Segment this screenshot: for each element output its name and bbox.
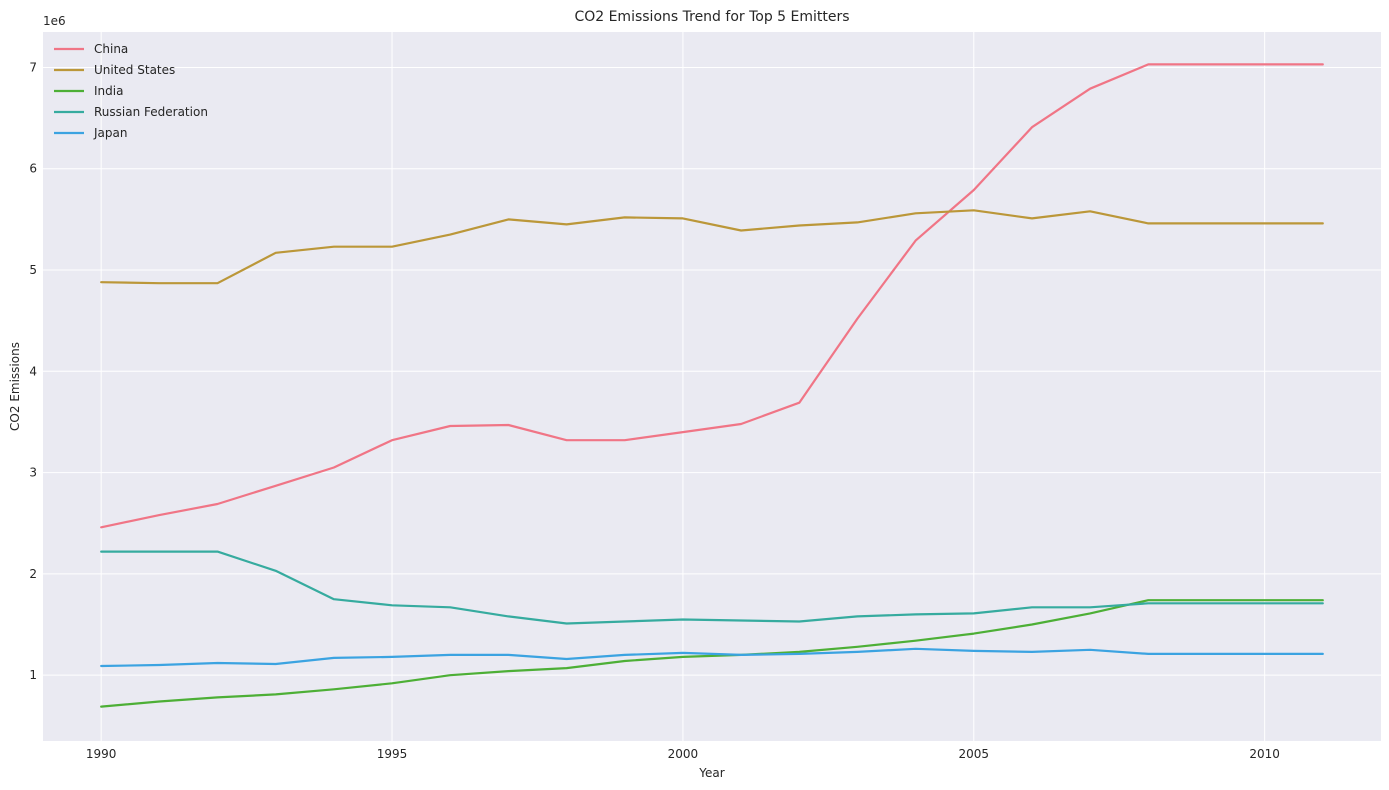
y-tick-label: 7 (29, 60, 37, 74)
series-line-china (100, 63, 1324, 529)
legend-item: China (54, 42, 128, 56)
series-line-japan (100, 647, 1324, 668)
legend-item: India (54, 84, 123, 98)
x-tick-label: 2000 (668, 747, 699, 761)
ticks: 1990 1995 2000 2005 2010 1 2 3 4 5 6 7 (29, 60, 1280, 761)
chart-title: CO2 Emissions Trend for Top 5 Emitters (574, 9, 849, 25)
x-axis-label: Year (698, 766, 724, 780)
legend: China United States India Russian Federatio… (54, 42, 208, 140)
series-group (100, 63, 1324, 708)
y-tick-label: 3 (29, 466, 37, 480)
x-tick-label: 1990 (86, 747, 117, 761)
series-line-united-states (100, 209, 1324, 285)
y-tick-label: 4 (29, 364, 37, 378)
series-line-india (100, 599, 1324, 708)
plot-area (43, 32, 1381, 741)
legend-label: China (94, 42, 128, 56)
legend-label: India (94, 84, 123, 98)
legend-label: Japan (93, 126, 127, 140)
x-tick-label: 1995 (377, 747, 408, 761)
legend-item: Russian Federation (54, 105, 208, 119)
legend-item: Japan (54, 126, 127, 140)
y-tick-label: 5 (29, 263, 37, 277)
y-tick-label: 2 (29, 567, 37, 581)
grid (43, 32, 1381, 741)
y-axis-offset-label: 1e6 (43, 14, 66, 28)
legend-label: Russian Federation (94, 105, 208, 119)
x-tick-label: 2010 (1249, 747, 1280, 761)
legend-item: United States (54, 63, 175, 77)
y-axis-label: CO2 Emissions (8, 342, 22, 431)
series-line-russian-federation (100, 550, 1324, 625)
y-tick-label: 6 (29, 162, 37, 176)
y-tick-label: 1 (29, 668, 37, 682)
legend-label: United States (94, 63, 175, 77)
x-tick-label: 2005 (959, 747, 990, 761)
